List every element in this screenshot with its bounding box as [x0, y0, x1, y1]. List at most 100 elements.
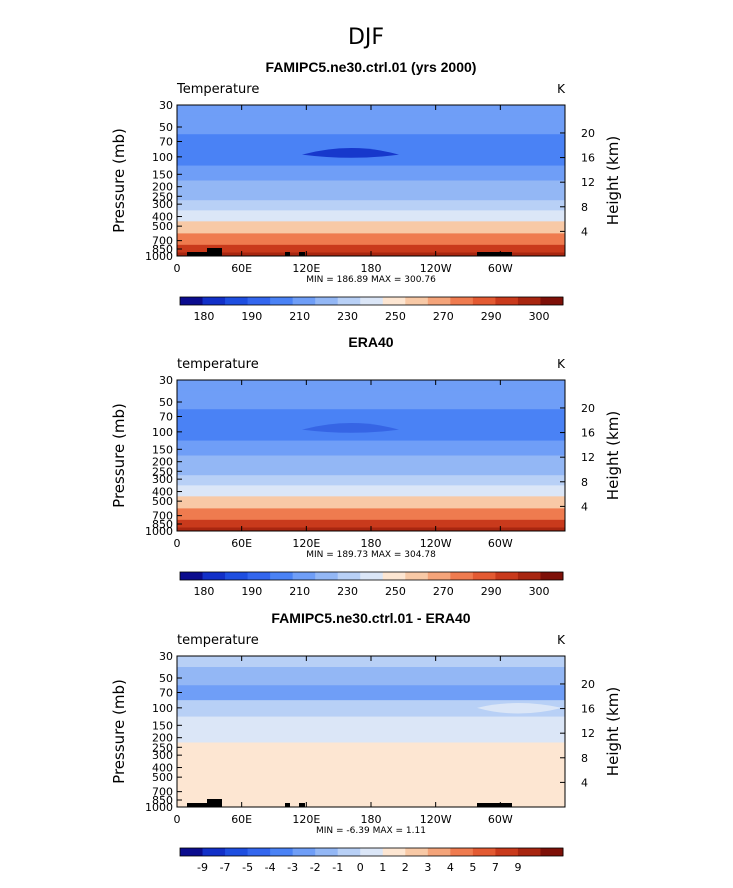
level-band-150: [177, 716, 565, 732]
pressure-tick-label: 1000: [145, 250, 173, 263]
colorbar-label: -5: [242, 861, 253, 874]
colorbar-label: 270: [433, 585, 454, 598]
pressure-axis-label: Pressure (mb): [110, 679, 128, 784]
height-tick-label: 16: [581, 427, 595, 440]
level-band-200: [177, 731, 565, 743]
pressure-tick-label: 150: [152, 168, 173, 181]
longitude-axis: 0 60E 120E 180 120W 60W: [174, 656, 513, 826]
level-band-400: [177, 210, 565, 222]
colorbar-label: 9: [514, 861, 521, 874]
colorbar-label: 230: [337, 585, 358, 598]
colorbar-swatch: [270, 297, 294, 305]
longitude-tick-label: 0: [174, 813, 181, 826]
pressure-tick-label: 200: [152, 181, 173, 194]
level-band-70: [177, 685, 565, 701]
level-band-150: [177, 165, 565, 181]
pressure-tick-label: 400: [152, 486, 173, 499]
colorbar-swatch: [315, 848, 339, 856]
colorbar-label: -4: [265, 861, 276, 874]
level-band-100: [177, 424, 565, 442]
level-band-30: [177, 380, 565, 392]
colorbar-label: 230: [337, 310, 358, 323]
height-tick-label: 12: [581, 727, 595, 740]
colorbar-swatch: [495, 572, 519, 580]
colorbar-swatch: [360, 297, 384, 305]
level-band-300: [177, 200, 565, 211]
level-band-400: [177, 485, 565, 497]
height-tick-label: 20: [581, 402, 595, 415]
height-tick-label: 20: [581, 678, 595, 691]
colorbar-swatch: [427, 848, 451, 856]
colorbar-label: -7: [220, 861, 231, 874]
colorbar-label: 250: [385, 585, 406, 598]
pressure-tick-label: 400: [152, 211, 173, 224]
pressure-tick-label: 300: [152, 473, 173, 486]
cold-core-contour: [302, 148, 399, 158]
pressure-tick-label: 70: [159, 686, 173, 699]
colorbar-label: 270: [433, 310, 454, 323]
colorbar-label: 190: [241, 585, 262, 598]
height-tick-label: 20: [581, 127, 595, 140]
level-band-200: [177, 180, 565, 192]
pressure-tick-label: 30: [159, 99, 173, 112]
colorbar-swatch: [180, 297, 204, 305]
pressure-tick-label: 70: [159, 410, 173, 423]
height-axis: 20 16 12 8 4: [560, 678, 595, 789]
pressure-tick-label: 300: [152, 198, 173, 211]
pressure-tick-label: 50: [159, 396, 173, 409]
colorbar-swatch: [360, 572, 384, 580]
level-band-850: [177, 244, 565, 254]
level-band-150: [177, 440, 565, 456]
pressure-tick-label: 30: [159, 374, 173, 387]
colorbar-label: 2: [402, 861, 409, 874]
colorbar: 180 190 210 230 250 270 290 300: [179, 296, 564, 323]
longitude-axis: 0 60E 120E 180 120W 60W: [174, 380, 513, 550]
colorbar-swatch: [540, 572, 564, 580]
height-axis-label: Height (km): [604, 411, 622, 500]
colorbar-swatch: [405, 572, 429, 580]
level-band-50: [177, 115, 565, 135]
colorbar-swatch: [450, 572, 474, 580]
pressure-tick-label: 250: [152, 465, 173, 478]
pressure-tick-label: 70: [159, 135, 173, 148]
colorbar-swatch: [540, 297, 564, 305]
colorbar-label: 180: [193, 310, 214, 323]
pressure-tick-label: 500: [152, 771, 173, 784]
colorbar-swatch: [450, 297, 474, 305]
level-band-30: [177, 656, 565, 668]
longitude-tick-label: 60E: [231, 262, 252, 275]
colorbar-label: 190: [241, 310, 262, 323]
pressure-tick-label: 100: [152, 702, 173, 715]
colorbar-swatch: [180, 848, 204, 856]
contour-field: [177, 105, 565, 257]
longitude-tick-label: 60W: [488, 262, 513, 275]
pressure-tick-label: 400: [152, 762, 173, 775]
colorbar-swatch: [382, 572, 406, 580]
pressure-tick-label: 700: [152, 510, 173, 523]
level-band-700: [177, 233, 565, 246]
colorbar-swatch: [405, 848, 429, 856]
colorbar-swatch: [337, 297, 361, 305]
colorbar-label: 1: [379, 861, 386, 874]
colorbar-label: -1: [332, 861, 343, 874]
level-band-250: [177, 466, 565, 476]
level-band-100: [177, 149, 565, 167]
colorbar-swatch: [427, 297, 451, 305]
panel-title: ERA40: [348, 334, 393, 350]
level-band-300: [177, 751, 565, 762]
height-tick-label: 16: [581, 152, 595, 165]
colorbar-swatch: [472, 572, 496, 580]
height-tick-label: 12: [581, 451, 595, 464]
longitude-tick-label: 120E: [292, 813, 320, 826]
height-tick-label: 4: [581, 500, 588, 513]
colorbar-label: 7: [492, 861, 499, 874]
pressure-tick-label: 150: [152, 719, 173, 732]
variable-label: Temperature: [176, 82, 259, 97]
cold-core-contour: [302, 423, 399, 433]
longitude-tick-label: 60E: [231, 813, 252, 826]
colorbar-label: -2: [310, 861, 321, 874]
pressure-tick-label: 1000: [145, 525, 173, 538]
